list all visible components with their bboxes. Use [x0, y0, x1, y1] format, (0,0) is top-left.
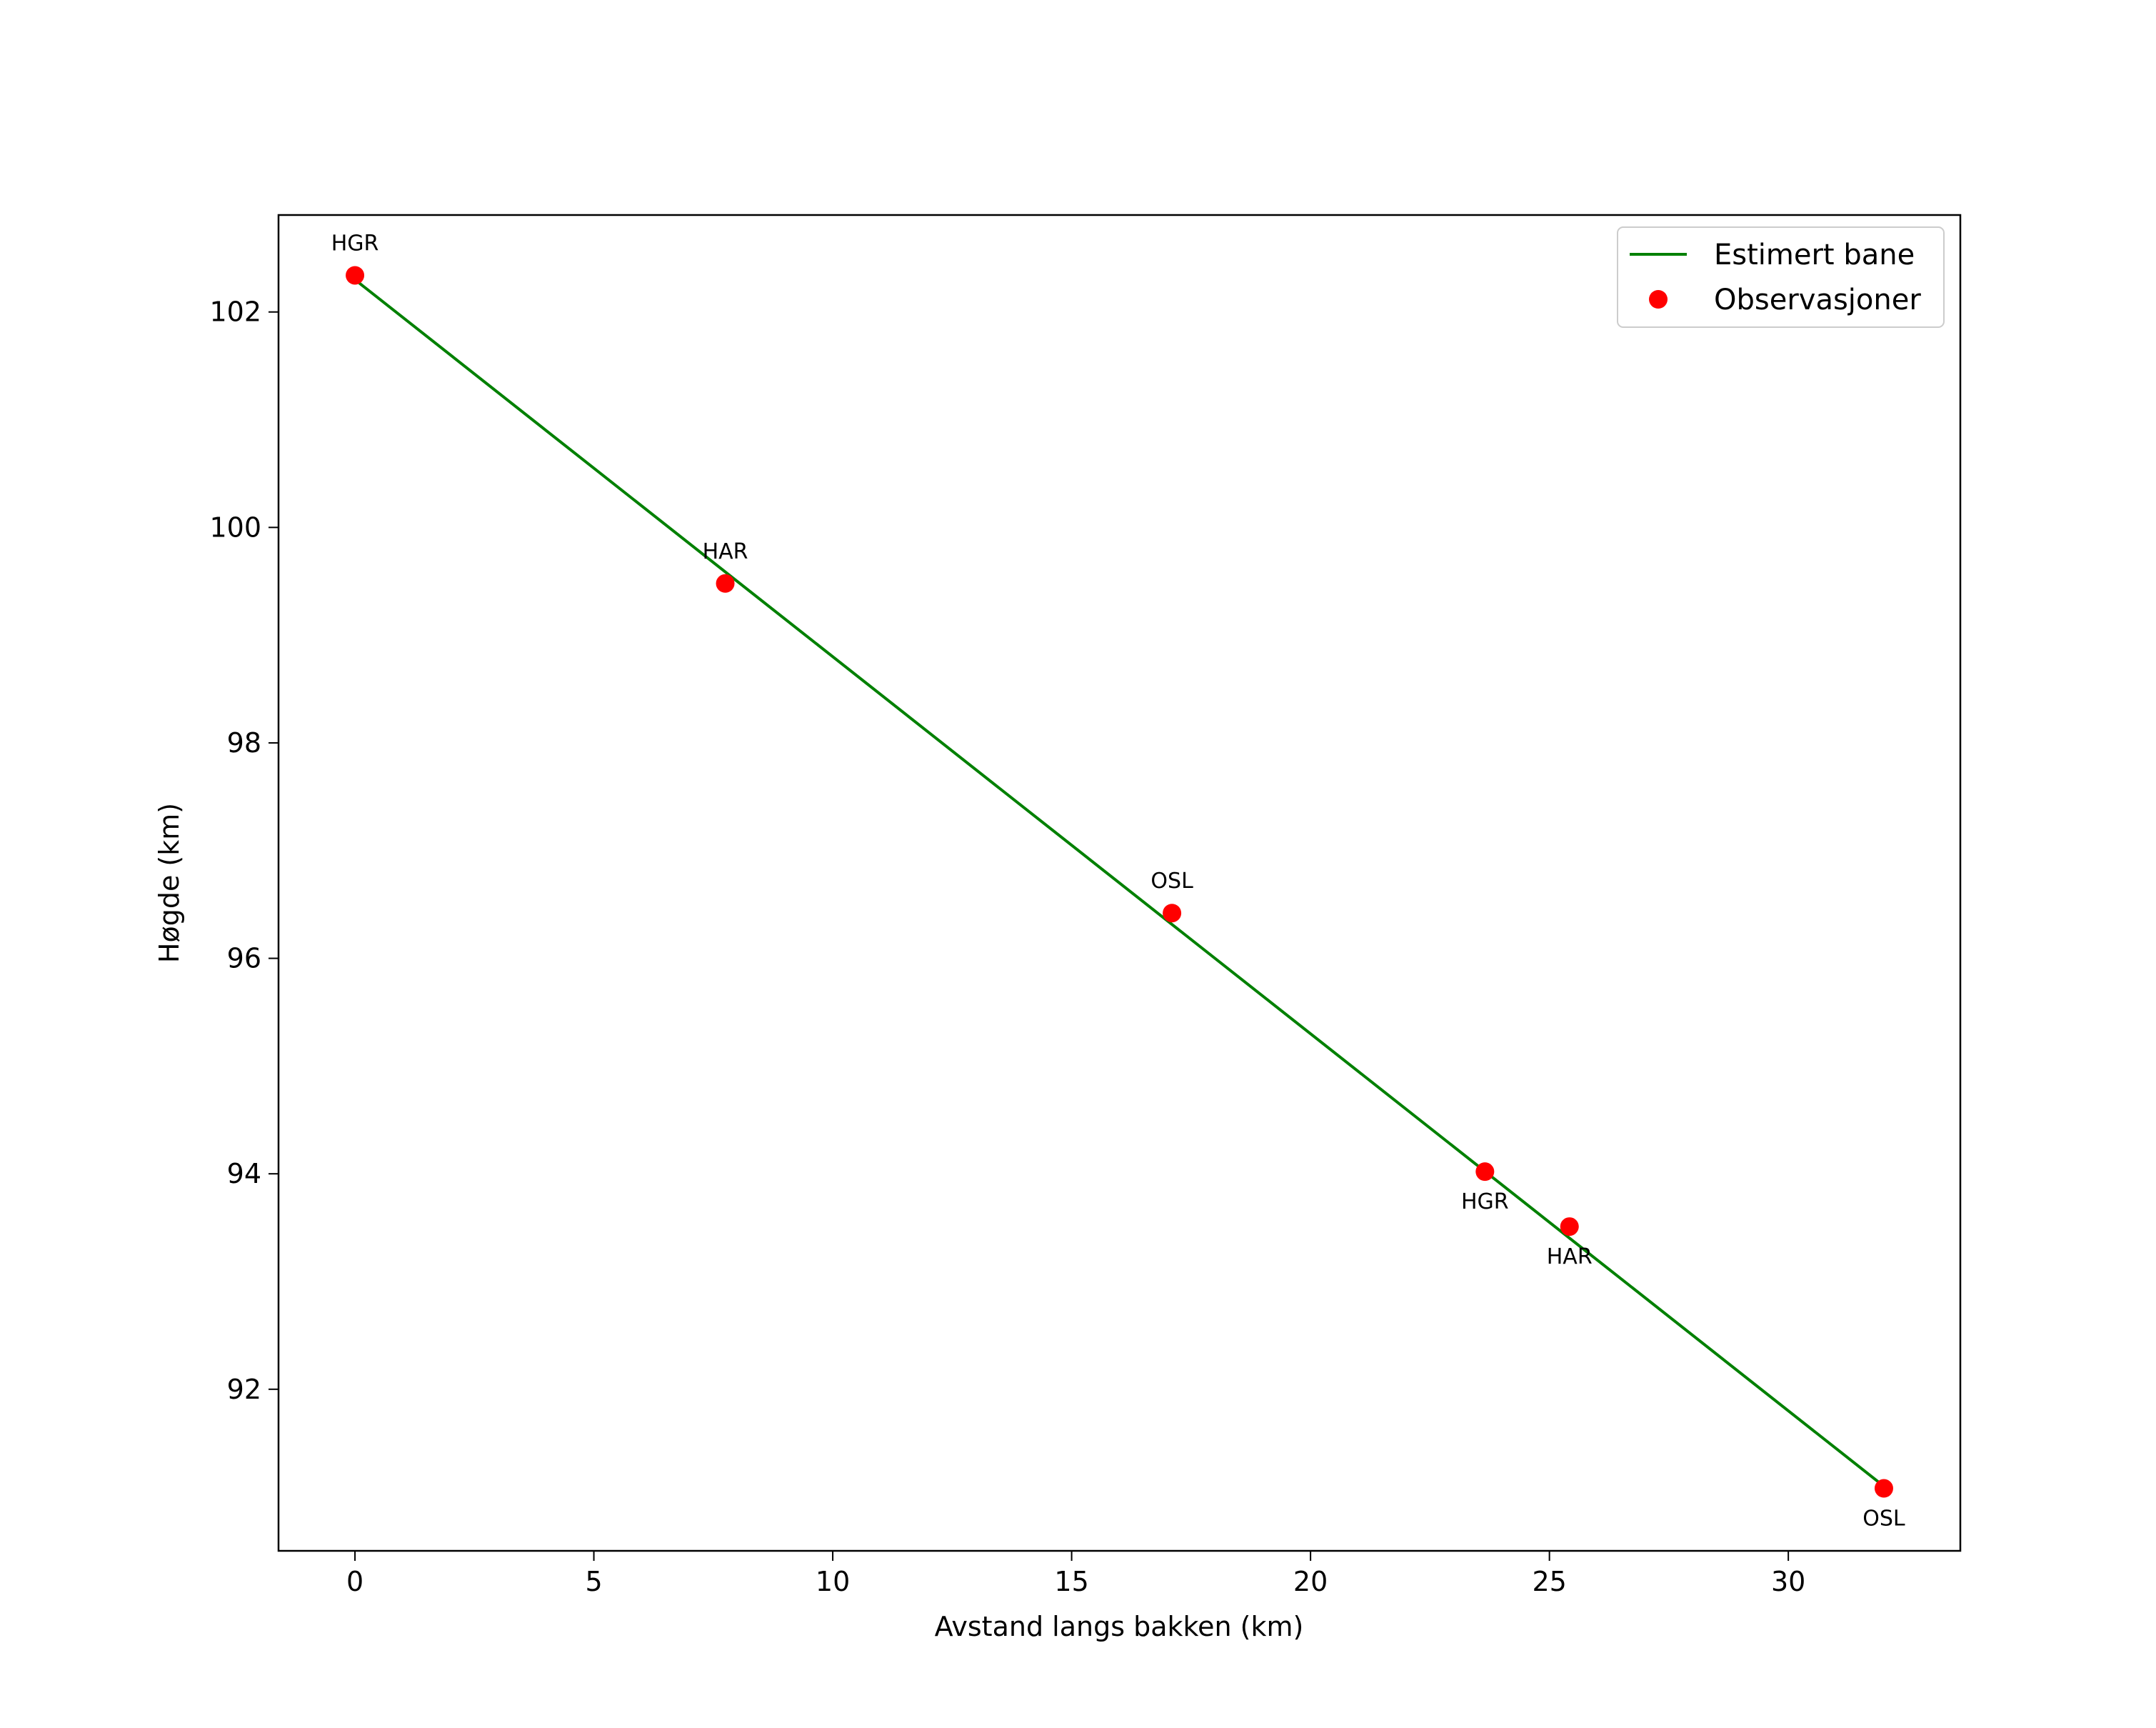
y-tick-label: 92 — [227, 1374, 261, 1405]
y-tick-label: 96 — [227, 943, 261, 974]
x-tick-label: 25 — [1532, 1566, 1566, 1597]
y-axis: 92 94 96 98 100 102 — [209, 296, 279, 1405]
observation-marker — [1560, 1217, 1579, 1237]
y-tick-label: 102 — [209, 296, 261, 328]
x-tick-label: 0 — [346, 1566, 363, 1597]
y-tick-label: 100 — [209, 511, 261, 543]
observation-label: HAR — [1547, 1244, 1593, 1269]
y-tick-label: 98 — [227, 727, 261, 759]
observation-marker — [346, 266, 365, 285]
y-axis-label: Høgde (km) — [154, 803, 185, 963]
estimated-trajectory-line — [354, 278, 1885, 1488]
observation-label: HGR — [1461, 1189, 1509, 1214]
observation-marker — [1163, 904, 1182, 923]
observation-label: HAR — [703, 539, 748, 564]
observation-label: OSL — [1862, 1507, 1905, 1532]
x-tick-label: 15 — [1054, 1566, 1088, 1597]
legend: Estimert bane Observasjoner — [1617, 226, 1945, 328]
x-tick-label: 10 — [816, 1566, 850, 1597]
x-tick-label: 20 — [1293, 1566, 1328, 1597]
axes-frame — [277, 214, 1962, 1552]
x-tick-label: 30 — [1771, 1566, 1805, 1597]
x-axis-label: Avstand langs bakken (km) — [935, 1611, 1304, 1642]
y-tick-label: 94 — [227, 1158, 261, 1189]
legend-box — [1617, 226, 1945, 328]
observation-label: HGR — [331, 231, 379, 256]
observation-marker — [716, 574, 735, 593]
legend-marker-label: Observasjoner — [1714, 284, 1921, 316]
observation-marker — [1475, 1162, 1495, 1182]
x-tick-label: 5 — [585, 1566, 602, 1597]
observation-label: OSL — [1150, 869, 1193, 894]
observation-marker — [1874, 1479, 1893, 1498]
x-axis: 0 5 10 15 20 25 30 — [346, 1551, 1805, 1597]
legend-line-label: Estimert bane — [1714, 239, 1915, 271]
legend-marker-icon — [1649, 290, 1668, 309]
data-layer: HGR HAR OSL HGR HAR OSL — [331, 231, 1905, 1531]
